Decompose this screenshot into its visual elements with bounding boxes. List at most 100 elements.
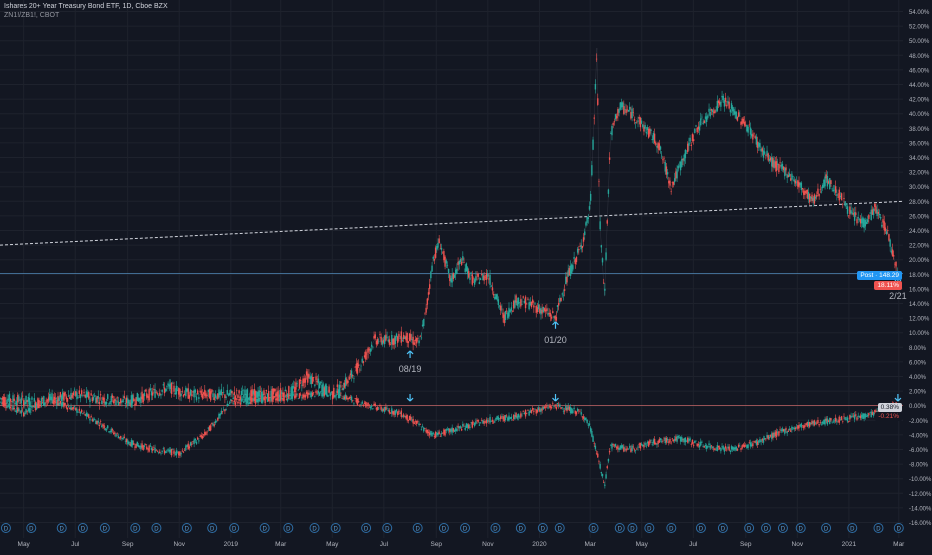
ratio-candle — [362, 404, 365, 406]
ratio-candle — [853, 414, 856, 420]
dividend-icon[interactable] — [777, 523, 788, 533]
trendline[interactable] — [0, 200, 904, 246]
dividend-icon[interactable] — [695, 523, 706, 533]
dividend-icon[interactable] — [666, 523, 677, 533]
ratio-candle — [460, 428, 463, 431]
ratio-candle — [818, 423, 820, 426]
ratio-candle — [212, 423, 214, 426]
dividend-icon[interactable] — [77, 523, 88, 533]
dividend-icon[interactable] — [361, 523, 372, 533]
dividend-icon[interactable] — [873, 523, 884, 533]
dividend-icon[interactable] — [56, 523, 67, 533]
ratio-candle — [442, 432, 444, 434]
dividend-icon[interactable] — [438, 523, 449, 533]
price-change-candle — [787, 175, 790, 178]
price-tag: Post · 148.29 — [857, 271, 902, 280]
dividend-icon[interactable] — [614, 523, 625, 533]
price-change-candle — [445, 260, 447, 264]
dividend-icon[interactable] — [0, 523, 11, 533]
price-change-candle — [107, 394, 109, 399]
dividend-icon[interactable] — [761, 523, 772, 533]
ratio-candle — [486, 420, 489, 422]
price-change-candle — [660, 155, 663, 157]
dividend-icon[interactable] — [26, 523, 37, 533]
price-change-candle — [740, 121, 742, 125]
price-change-candle — [79, 394, 82, 399]
dividend-icon[interactable] — [460, 523, 471, 533]
ratio-candle — [200, 434, 202, 438]
dividend-icon[interactable] — [554, 523, 565, 533]
price-change-candle — [372, 346, 374, 348]
dividend-icon[interactable] — [283, 523, 294, 533]
ratio-candle — [861, 414, 863, 418]
y-tick-label: 12.00% — [909, 317, 930, 323]
price-change-candle — [526, 303, 528, 305]
ratio-candle — [492, 421, 495, 423]
ratio-candle — [717, 445, 720, 448]
dividend-icon[interactable] — [490, 523, 501, 533]
price-change-candle — [636, 121, 638, 123]
price-change-candle — [472, 278, 475, 280]
dividend-icon[interactable] — [717, 523, 728, 533]
ratio-candle — [424, 428, 426, 429]
ratio-candle — [147, 448, 149, 450]
price-change-candle — [558, 303, 560, 306]
price-change-candle — [498, 305, 501, 307]
ratio-candle — [528, 411, 530, 416]
dividend-icon[interactable] — [644, 523, 655, 533]
dividend-icon[interactable] — [821, 523, 832, 533]
ratio-candle — [230, 399, 232, 402]
dividend-icon-label: D — [312, 527, 317, 533]
price-change-candle — [278, 394, 281, 398]
dividend-icon[interactable] — [130, 523, 141, 533]
dividend-icon[interactable] — [229, 523, 240, 533]
dividend-icon[interactable] — [99, 523, 110, 533]
ratio-candle — [761, 438, 764, 441]
x-axis[interactable]: May Jul Sep Nov 2019 Mar May Jul Sep Nov 2020 Mar Ma… — [18, 541, 906, 548]
dividend-icon[interactable] — [330, 523, 341, 533]
ratio-candle — [84, 414, 86, 416]
dividend-icon[interactable] — [309, 523, 320, 533]
ratio-candle — [125, 439, 128, 443]
trendline-layer[interactable] — [0, 200, 904, 407]
dividend-icon[interactable] — [537, 523, 548, 533]
price-change-candle — [775, 161, 778, 172]
dividend-icon[interactable] — [382, 523, 393, 533]
ratio-candle — [89, 418, 91, 421]
price-change-candle — [205, 393, 207, 398]
ratio-candle — [327, 394, 329, 397]
price-change-candle — [851, 212, 853, 214]
ratio-candle — [812, 421, 814, 424]
ratio-candle — [388, 410, 391, 414]
price-change-candle — [808, 193, 811, 203]
dividend-icon[interactable] — [515, 523, 526, 533]
y-axis[interactable]: 54.00%52.00%50.00%48.00%46.00%44.00%42.0… — [909, 10, 932, 527]
dividend-icon[interactable] — [151, 523, 162, 533]
price-change-candle — [523, 300, 526, 304]
price-change-candle — [533, 305, 535, 308]
dividend-icon[interactable] — [588, 523, 599, 533]
dividend-icon[interactable] — [627, 523, 638, 533]
dividend-icon[interactable] — [744, 523, 755, 533]
down-arrow-marker — [552, 394, 559, 402]
dividend-icon[interactable] — [893, 523, 904, 533]
dividend-icon-label: D — [154, 527, 159, 533]
price-change-candle — [320, 381, 322, 384]
dividend-icon[interactable] — [795, 523, 806, 533]
ratio-candle — [262, 399, 264, 403]
dividend-icon[interactable] — [207, 523, 218, 533]
ratio-candle — [509, 417, 511, 419]
ratio-candle — [215, 421, 218, 423]
dividend-icon[interactable] — [259, 523, 270, 533]
ratio-candle — [765, 438, 767, 440]
ratio-candle — [468, 424, 470, 429]
dividend-icon[interactable] — [412, 523, 423, 533]
dividend-icon[interactable] — [181, 523, 192, 533]
dividend-icon[interactable] — [847, 523, 858, 533]
price-change-candle — [253, 389, 256, 396]
price-change-candle — [221, 392, 224, 393]
change-tag: 18.11% — [874, 281, 902, 290]
